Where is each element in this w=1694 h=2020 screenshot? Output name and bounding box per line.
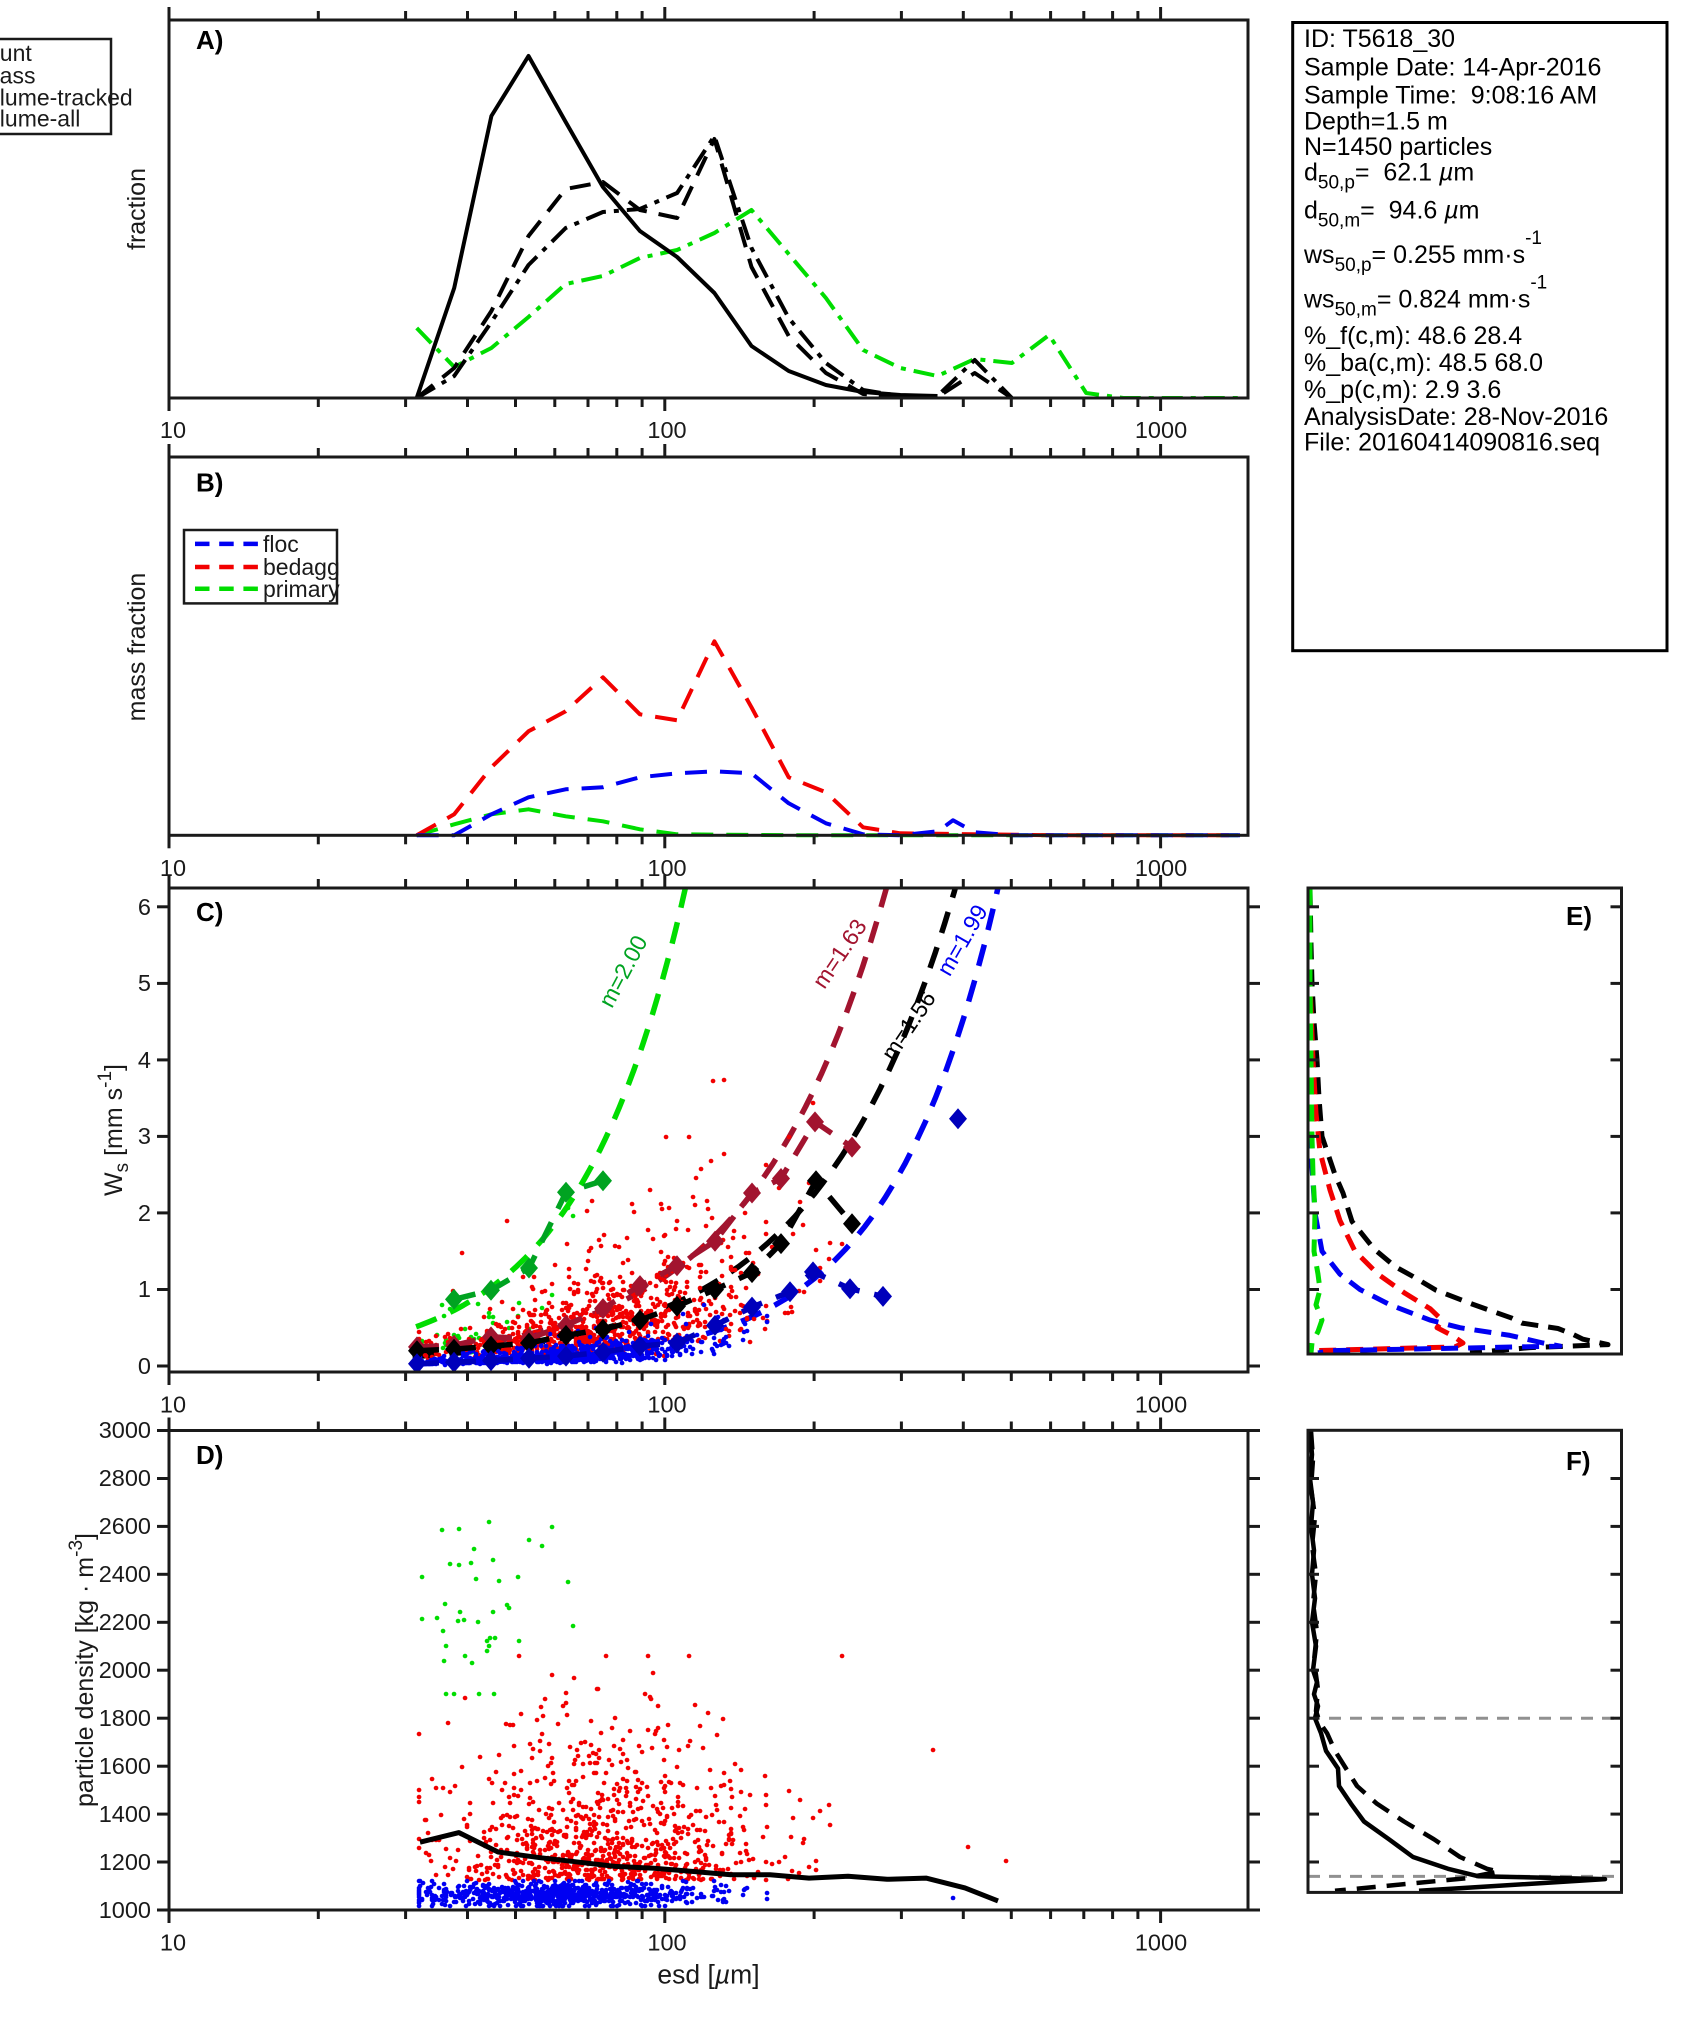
svg-text:count: count bbox=[0, 40, 32, 66]
svg-text:10: 10 bbox=[160, 855, 186, 881]
svg-text:mass fraction: mass fraction bbox=[123, 573, 151, 722]
svg-text:volume-tracked: volume-tracked bbox=[0, 84, 133, 110]
svg-text:Ws [mm s-1]: Ws [mm s-1] bbox=[95, 1064, 133, 1196]
svg-text:6: 6 bbox=[138, 894, 151, 920]
svg-text:B): B) bbox=[196, 468, 223, 498]
svg-text:2600: 2600 bbox=[99, 1513, 151, 1539]
svg-text:2: 2 bbox=[138, 1200, 151, 1226]
svg-text:ID: T5618_30: ID: T5618_30 bbox=[1304, 25, 1455, 53]
svg-text:C): C) bbox=[196, 897, 223, 927]
svg-text:bedagg: bedagg bbox=[263, 554, 340, 580]
svg-text:AnalysisDate: 28-Nov-2016: AnalysisDate: 28-Nov-2016 bbox=[1304, 403, 1608, 431]
svg-text:5: 5 bbox=[138, 970, 151, 996]
svg-text:1: 1 bbox=[138, 1276, 151, 1302]
svg-text:N=1450 particles: N=1450 particles bbox=[1304, 133, 1492, 161]
svg-text:1000: 1000 bbox=[1135, 855, 1187, 881]
svg-text:1000: 1000 bbox=[1135, 1392, 1187, 1418]
svg-text:1000: 1000 bbox=[1135, 417, 1187, 443]
svg-text:2000: 2000 bbox=[99, 1657, 151, 1683]
svg-text:floc: floc bbox=[263, 531, 299, 557]
svg-text:100: 100 bbox=[647, 855, 686, 881]
svg-text:%_p(c,m): 2.9 3.6: %_p(c,m): 2.9 3.6 bbox=[1304, 376, 1501, 404]
svg-text:1800: 1800 bbox=[99, 1705, 151, 1731]
svg-text:Sample Time: 9:08:16 AM: Sample Time: 9:08:16 AM bbox=[1304, 81, 1597, 109]
svg-text:3000: 3000 bbox=[99, 1417, 151, 1443]
svg-text:D): D) bbox=[196, 1440, 223, 1470]
svg-text:File: 20160414090816.seq: File: 20160414090816.seq bbox=[1304, 429, 1600, 457]
svg-text:1400: 1400 bbox=[99, 1801, 151, 1827]
svg-text:particle density [kg · m-3]: particle density [kg · m-3] bbox=[66, 1533, 99, 1807]
svg-text:esd [µm]: esd [µm] bbox=[657, 1960, 759, 1990]
svg-text:100: 100 bbox=[647, 417, 686, 443]
svg-text:%_ba(c,m): 48.5 68.0: %_ba(c,m): 48.5 68.0 bbox=[1304, 349, 1543, 377]
svg-text:primary: primary bbox=[263, 576, 340, 602]
svg-text:%_f(c,m): 48.6 28.4: %_f(c,m): 48.6 28.4 bbox=[1304, 322, 1522, 350]
svg-text:100: 100 bbox=[647, 1930, 686, 1956]
svg-text:mass: mass bbox=[0, 63, 35, 89]
svg-text:3: 3 bbox=[138, 1123, 151, 1149]
svg-text:4: 4 bbox=[138, 1047, 151, 1073]
svg-text:E): E) bbox=[1566, 901, 1592, 931]
svg-text:2200: 2200 bbox=[99, 1609, 151, 1635]
svg-text:0: 0 bbox=[138, 1353, 151, 1379]
svg-text:1000: 1000 bbox=[99, 1897, 151, 1923]
svg-text:F): F) bbox=[1566, 1446, 1591, 1476]
svg-text:A): A) bbox=[196, 25, 223, 55]
svg-text:10: 10 bbox=[160, 417, 186, 443]
svg-text:100: 100 bbox=[647, 1392, 686, 1418]
svg-text:Sample Date: 14-Apr-2016: Sample Date: 14-Apr-2016 bbox=[1304, 54, 1601, 82]
svg-text:2400: 2400 bbox=[99, 1561, 151, 1587]
svg-text:fraction: fraction bbox=[123, 168, 151, 250]
svg-text:1000: 1000 bbox=[1135, 1930, 1187, 1956]
svg-text:10: 10 bbox=[160, 1392, 186, 1418]
svg-text:10: 10 bbox=[160, 1930, 186, 1956]
svg-text:volume-all: volume-all bbox=[0, 106, 80, 132]
svg-text:2800: 2800 bbox=[99, 1465, 151, 1491]
svg-text:1600: 1600 bbox=[99, 1753, 151, 1779]
svg-text:1200: 1200 bbox=[99, 1849, 151, 1875]
svg-text:Depth=1.5 m: Depth=1.5 m bbox=[1304, 108, 1448, 136]
